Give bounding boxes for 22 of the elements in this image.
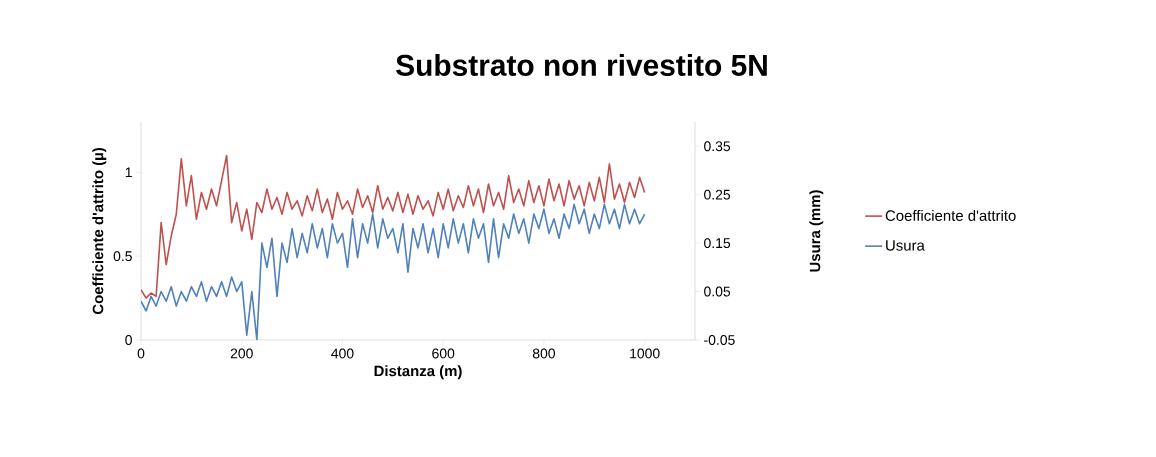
x-tick-label: 400 bbox=[331, 348, 354, 359]
y-tick-label: 1 bbox=[125, 167, 132, 178]
x-tick-label: 600 bbox=[432, 348, 455, 359]
y2-tick-label: 0.35 bbox=[704, 141, 731, 152]
legend-label: Coefficiente d'attrito bbox=[885, 209, 1016, 221]
x-tick-label: 200 bbox=[230, 348, 253, 359]
line-series bbox=[141, 154, 646, 299]
y2-tick-label: -0.05 bbox=[704, 335, 735, 345]
y2-tick-label: 0.15 bbox=[704, 238, 731, 249]
x-tick-label: 1000 bbox=[630, 348, 660, 359]
x-axis-title: Distanza (m) bbox=[374, 365, 462, 380]
y-tick-label: 0.5 bbox=[113, 251, 132, 262]
chart-title: Substrato non rivestito 5N bbox=[396, 54, 767, 76]
y-tick-label: 0 bbox=[125, 335, 132, 345]
legend-label: Usura bbox=[886, 240, 925, 251]
line-series bbox=[141, 203, 646, 340]
y2-tick-label: 0.25 bbox=[704, 189, 731, 200]
x-tick-label: 0 bbox=[137, 348, 145, 359]
y2-axis-title: Usura (mm) bbox=[809, 190, 824, 272]
x-tick-label: 800 bbox=[532, 348, 556, 359]
y2-tick-label: 0.05 bbox=[704, 286, 731, 297]
y-axis-title: Coefficiente d'attrito (µ) bbox=[92, 148, 107, 315]
